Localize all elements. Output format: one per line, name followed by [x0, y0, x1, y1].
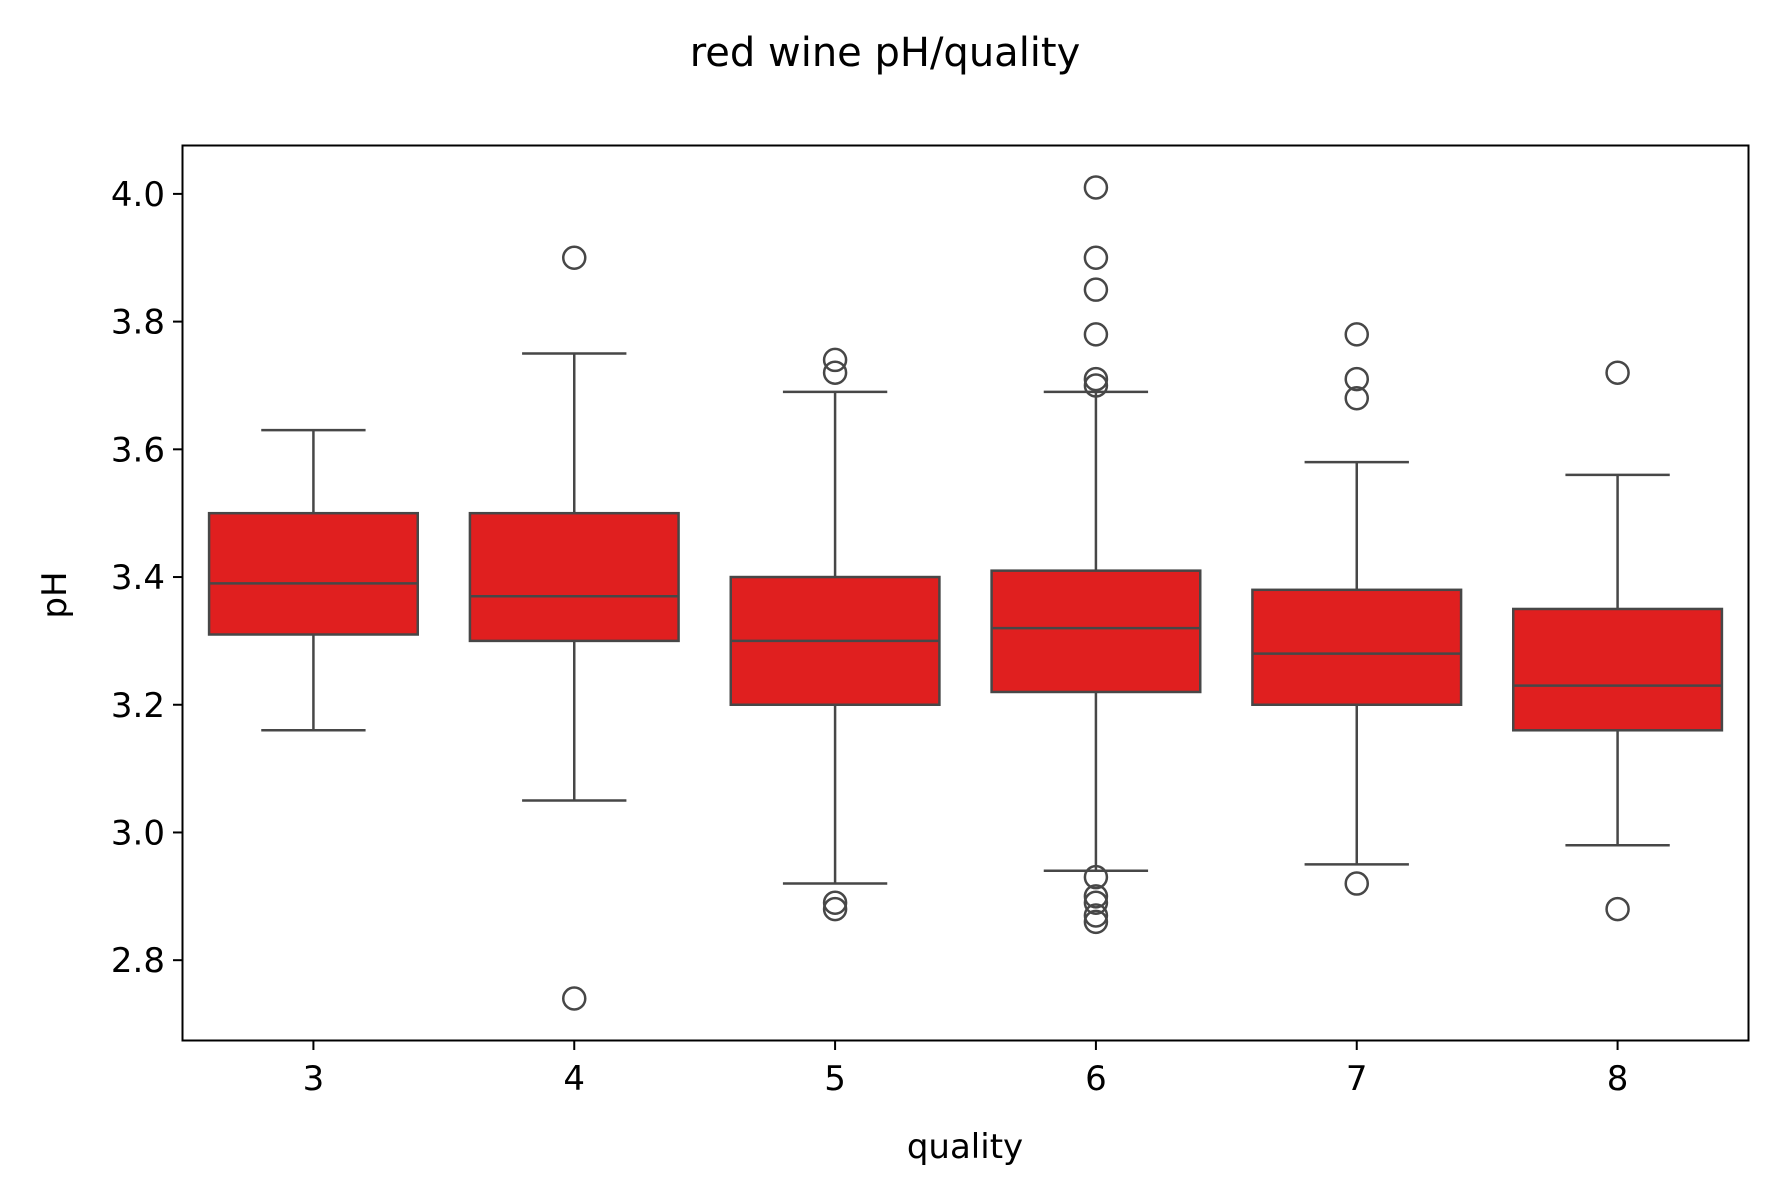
x-tick-label: 5 [824, 1059, 846, 1099]
box-group-6 [990, 175, 1202, 935]
box [468, 511, 680, 643]
x-tick-label: 7 [1346, 1059, 1368, 1099]
outlier-point [822, 347, 848, 373]
plot-frame [181, 144, 1750, 1042]
box [207, 511, 419, 636]
box-group-8 [1512, 360, 1724, 922]
outlier-point [1083, 884, 1109, 909]
x-tick-label: 6 [1085, 1059, 1107, 1099]
box-group-5 [729, 347, 941, 922]
x-axis-ticks: 3 4 5 6 7 8 [303, 1040, 1629, 1099]
y-tick-label: 3.0 [111, 813, 165, 853]
outlier-point [1083, 245, 1109, 270]
outlier-point [1083, 373, 1109, 398]
outlier-point [1083, 903, 1109, 928]
outlier-point [822, 360, 848, 385]
x-axis-label: quality [907, 1127, 1023, 1167]
outlier-point [822, 890, 848, 915]
y-axis-label: pH [35, 571, 75, 618]
outlier-point [1083, 175, 1109, 200]
outlier-point [562, 986, 587, 1011]
box [1512, 607, 1724, 732]
outlier-point [1083, 890, 1109, 915]
box-group-4 [468, 245, 680, 1011]
outlier-point [1083, 864, 1109, 890]
box-group-7 [1251, 322, 1463, 896]
outlier-point [1083, 277, 1109, 302]
box [1251, 588, 1463, 706]
x-tick-label: 4 [563, 1059, 585, 1099]
y-tick-label: 4.0 [111, 175, 165, 215]
outlier-point [1344, 385, 1369, 411]
outlier-point [1083, 366, 1109, 392]
outlier-point [562, 245, 587, 270]
x-tick-label: 8 [1607, 1059, 1629, 1099]
y-tick-label: 2.8 [111, 941, 165, 981]
plot-area [207, 175, 1724, 1011]
outlier-point [1083, 322, 1109, 347]
y-tick-label: 3.8 [111, 303, 165, 343]
y-axis-ticks: 2.8 3.0 3.2 3.4 3.6 3.8 4.0 [111, 175, 183, 981]
chart-title: red wine pH/quality [690, 30, 1081, 76]
x-tick-label: 3 [303, 1059, 325, 1099]
box-group-3 [207, 428, 419, 732]
y-tick-label: 3.4 [111, 558, 165, 598]
outlier-point [1605, 360, 1630, 385]
outlier-point [1083, 909, 1109, 935]
outlier-point [1605, 896, 1630, 922]
y-tick-label: 3.2 [111, 686, 165, 726]
outlier-point [822, 896, 848, 922]
y-tick-label: 3.6 [111, 430, 165, 470]
outlier-point [1344, 871, 1369, 896]
outlier-point [1344, 366, 1369, 392]
box [990, 569, 1202, 694]
outlier-point [1344, 322, 1369, 347]
